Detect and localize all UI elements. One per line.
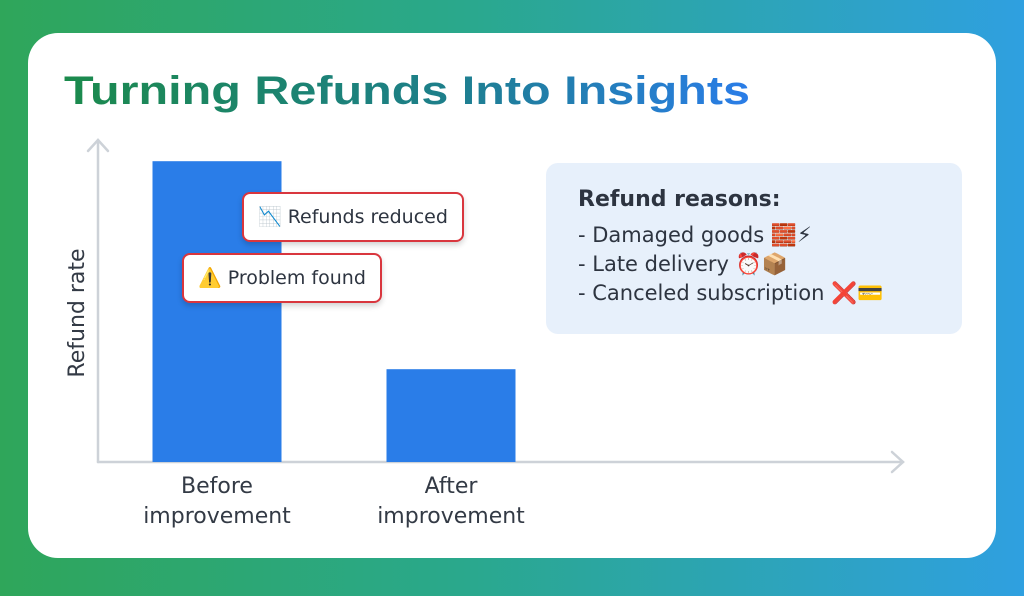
chart-title: Turning Refunds Into Insights: [64, 69, 750, 113]
annotation: 📉 Refunds reduced: [242, 192, 464, 242]
y-axis-label: Refund rate: [65, 248, 90, 377]
x-tick-label: After improvement: [377, 474, 525, 529]
bar: [386, 369, 516, 462]
reasons-title: Refund reasons:: [578, 187, 781, 212]
x-tick-label: Before improvement: [143, 474, 291, 529]
reason-item: - Damaged goods 🧱⚡: [578, 223, 812, 247]
annotation: ⚠️ Problem found: [182, 253, 382, 303]
reason-item: - Canceled subscription ❌💳: [578, 281, 884, 305]
reason-item: - Late delivery ⏰📦: [578, 252, 788, 276]
reasons-box: Refund reasons: - Damaged goods 🧱⚡ - Late…: [546, 163, 962, 334]
